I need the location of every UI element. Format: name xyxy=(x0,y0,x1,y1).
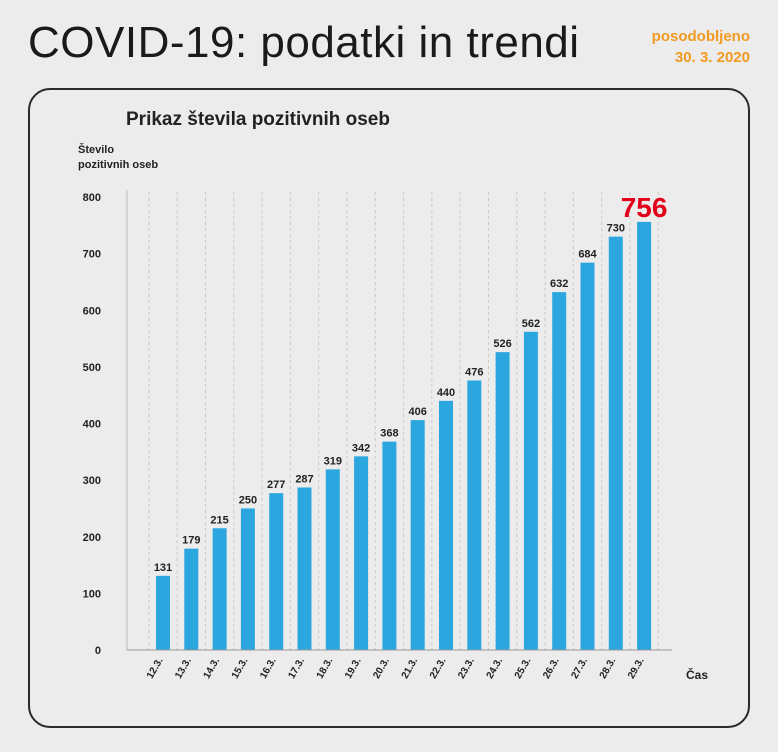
x-tick-label: 15.3. xyxy=(230,656,251,681)
bar xyxy=(495,352,510,650)
x-tick-label: 17.3. xyxy=(286,656,307,681)
x-tick-label: 27.3. xyxy=(569,656,590,681)
y-tick-label: 0 xyxy=(95,645,101,657)
updated-info: posodobljeno 30. 3. 2020 xyxy=(652,26,750,68)
bar xyxy=(410,420,425,650)
x-tick-label: 25.3. xyxy=(513,656,534,681)
y-tick-label: 600 xyxy=(83,305,101,317)
y-tick-label: 200 xyxy=(83,532,101,544)
bar xyxy=(580,262,595,650)
x-tick-label: 12.3. xyxy=(145,656,166,681)
data-label: 562 xyxy=(522,318,540,330)
x-tick-label: 20.3. xyxy=(371,656,392,681)
updated-label: posodobljeno xyxy=(651,28,750,45)
bar xyxy=(382,441,397,650)
y-tick-label: 300 xyxy=(83,475,101,487)
bar xyxy=(184,548,199,650)
x-tick-label: 29.3. xyxy=(626,656,647,681)
bar xyxy=(269,493,284,650)
x-tick-label: 19.3. xyxy=(343,656,364,681)
bar xyxy=(552,292,567,650)
bar xyxy=(439,400,453,650)
y-tick-label: 800 xyxy=(83,192,101,204)
data-label: 730 xyxy=(607,223,625,235)
data-label: 131 xyxy=(154,562,172,574)
bar xyxy=(467,380,482,650)
bar xyxy=(156,575,170,650)
data-label: 440 xyxy=(437,387,455,399)
data-label: 342 xyxy=(352,442,370,454)
x-tick-label: 28.3. xyxy=(598,656,619,681)
bar xyxy=(637,221,652,651)
data-label: 319 xyxy=(324,455,342,467)
bar xyxy=(325,469,340,650)
x-tick-label: 22.3. xyxy=(428,656,449,681)
bar xyxy=(354,456,369,650)
bar xyxy=(523,331,538,650)
updated-date: 30. 3. 2020 xyxy=(674,49,750,66)
bar xyxy=(240,508,255,650)
y-tick-label: 400 xyxy=(83,419,101,431)
x-tick-label: 24.3. xyxy=(485,656,506,681)
data-label: 684 xyxy=(578,249,597,261)
data-label: 215 xyxy=(210,514,228,526)
x-tick-label: 14.3. xyxy=(202,656,223,681)
y-axis-label-line1: Število xyxy=(78,143,114,156)
data-label: 368 xyxy=(380,428,398,440)
data-label: 406 xyxy=(409,406,427,418)
data-label: 277 xyxy=(267,479,285,491)
bar xyxy=(297,487,312,650)
data-label: 250 xyxy=(239,494,257,506)
x-tick-label: 18.3. xyxy=(315,656,336,681)
x-tick-label: 26.3. xyxy=(541,656,562,681)
x-tick-label: 16.3. xyxy=(258,656,279,681)
data-label: 287 xyxy=(295,473,313,485)
y-tick-label: 100 xyxy=(83,588,101,600)
data-label: 526 xyxy=(493,338,511,350)
chart-title: Prikaz števila pozitivnih oseb xyxy=(126,109,390,130)
data-label-highlight: 756 xyxy=(621,192,668,223)
data-label: 476 xyxy=(465,366,483,378)
x-tick-label: 13.3. xyxy=(173,656,194,681)
y-tick-label: 500 xyxy=(83,362,101,374)
bar xyxy=(212,528,227,650)
x-tick-label: 21.3. xyxy=(400,656,421,681)
data-label: 179 xyxy=(182,535,200,547)
page-title: COVID-19: podatki in trendi xyxy=(28,18,580,67)
bar xyxy=(608,236,623,650)
y-tick-label: 700 xyxy=(83,249,101,261)
data-label: 632 xyxy=(550,278,568,290)
y-axis-label-line2: pozitivnih oseb xyxy=(78,159,158,171)
x-tick-label: 23.3. xyxy=(456,656,477,681)
x-axis-label: Čas xyxy=(686,667,708,682)
